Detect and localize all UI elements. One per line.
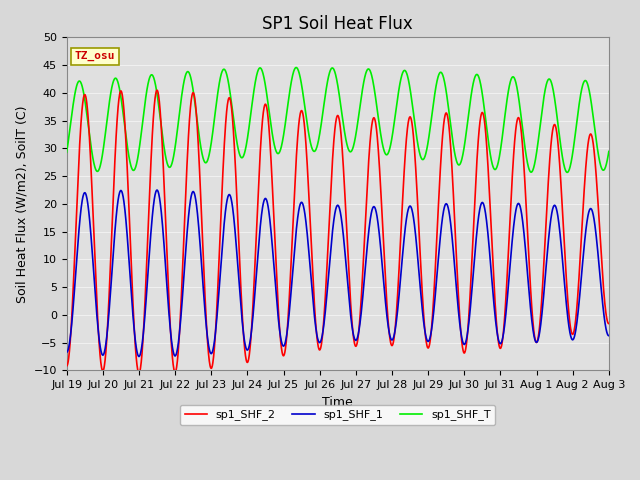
sp1_SHF_1 <box>605 333 612 338</box>
sp1_SHF_2 <box>573 310 580 315</box>
sp1_SHF_1 <box>573 323 580 329</box>
sp1_SHF_T <box>605 148 612 154</box>
sp1_SHF_T <box>365 67 373 72</box>
Line: sp1_SHF_2: sp1_SHF_2 <box>67 90 609 373</box>
sp1_SHF_1 <box>214 297 222 302</box>
sp1_SHF_2 <box>153 87 161 93</box>
Line: sp1_SHF_T: sp1_SHF_T <box>67 68 609 172</box>
Legend: sp1_SHF_2, sp1_SHF_1, sp1_SHF_T: sp1_SHF_2, sp1_SHF_1, sp1_SHF_T <box>180 405 495 425</box>
sp1_SHF_T <box>557 145 565 151</box>
sp1_SHF_2 <box>605 321 612 326</box>
Y-axis label: Soil Heat Flux (W/m2), SoilT (C): Soil Heat Flux (W/m2), SoilT (C) <box>15 105 28 302</box>
sp1_SHF_1 <box>557 244 565 250</box>
sp1_SHF_2 <box>63 363 70 369</box>
Text: TZ_osu: TZ_osu <box>75 51 115 61</box>
sp1_SHF_1 <box>135 354 143 360</box>
sp1_SHF_T <box>563 169 571 175</box>
sp1_SHF_2 <box>557 188 565 194</box>
sp1_SHF_1 <box>365 222 373 228</box>
sp1_SHF_2 <box>496 345 504 350</box>
sp1_SHF_1 <box>153 187 161 193</box>
sp1_SHF_T <box>354 121 362 127</box>
sp1_SHF_1 <box>63 349 70 355</box>
sp1_SHF_T <box>63 149 70 155</box>
sp1_SHF_T <box>292 65 300 71</box>
Title: SP1 Soil Heat Flux: SP1 Soil Heat Flux <box>262 15 413 33</box>
X-axis label: Time: Time <box>323 396 353 408</box>
sp1_SHF_1 <box>354 334 362 340</box>
sp1_SHF_2 <box>354 337 362 343</box>
sp1_SHF_1 <box>496 340 504 346</box>
sp1_SHF_2 <box>135 370 143 376</box>
sp1_SHF_2 <box>365 146 373 152</box>
Line: sp1_SHF_1: sp1_SHF_1 <box>67 190 609 357</box>
sp1_SHF_T <box>573 122 580 128</box>
sp1_SHF_T <box>214 90 221 96</box>
sp1_SHF_2 <box>214 274 222 279</box>
sp1_SHF_T <box>495 154 503 160</box>
